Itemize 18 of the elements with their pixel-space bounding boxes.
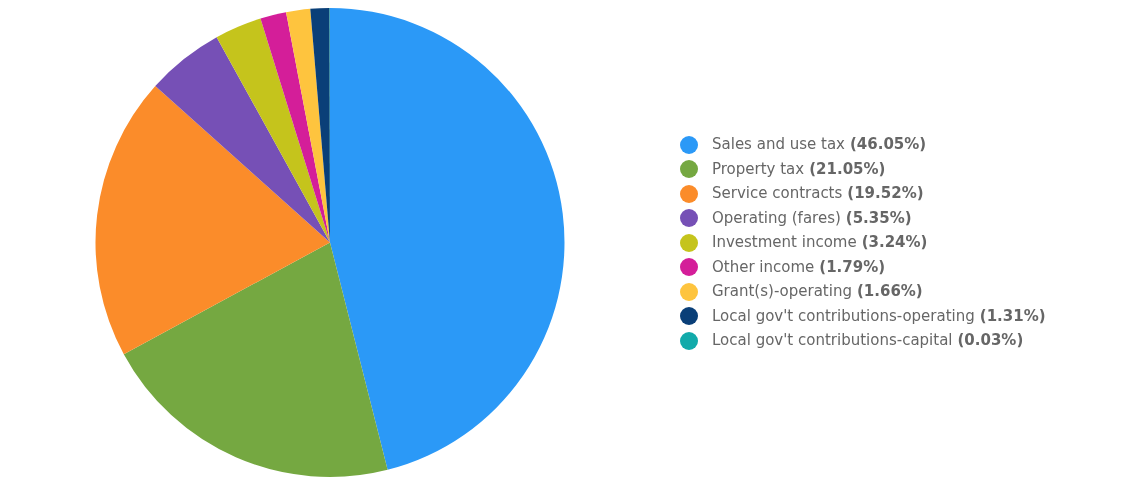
- data-label: (19.52%): [847, 183, 924, 205]
- legend-label: Sales and use tax: [712, 134, 845, 156]
- data-label: (1.31%): [979, 305, 1046, 327]
- legend-label: Property tax: [712, 158, 805, 180]
- data-label: (1.79%): [819, 256, 886, 278]
- legend-label: Local gov't contributions-capital: [712, 330, 953, 352]
- data-label: (1.66%): [856, 281, 923, 303]
- legend-label: Operating (fares): [712, 207, 841, 229]
- data-label: (0.03%): [957, 330, 1024, 352]
- legend-label: Local gov't contributions-operating: [712, 305, 975, 327]
- legend-label: Investment income: [712, 232, 857, 254]
- data-label: (5.35%): [845, 207, 912, 229]
- data-label: (21.05%): [809, 158, 886, 180]
- data-label: (3.24%): [861, 232, 928, 254]
- legend-label: Grant(s)-operating: [712, 281, 852, 303]
- legend-label: Other income: [712, 256, 815, 278]
- legend-label: Service contracts: [712, 183, 843, 205]
- data-label: (46.05%): [849, 134, 927, 156]
